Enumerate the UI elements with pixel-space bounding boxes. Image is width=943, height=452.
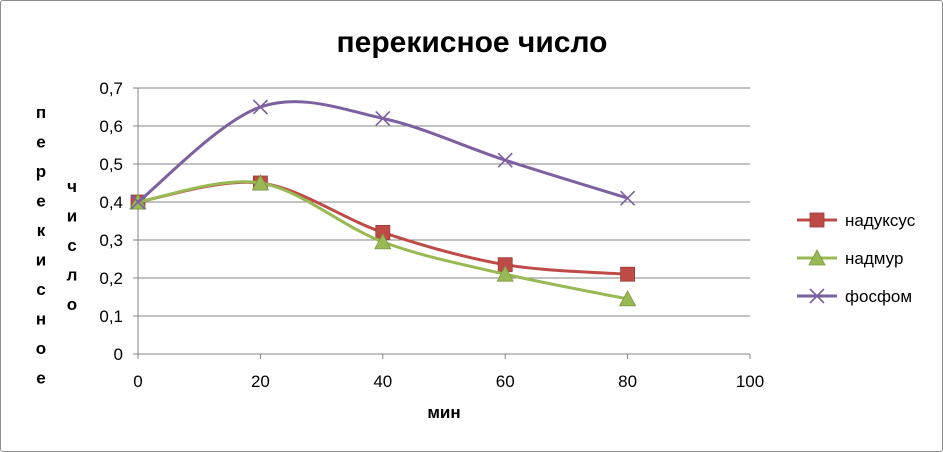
x-axis-label: мин xyxy=(427,403,460,422)
x-tick-label: 20 xyxy=(251,372,270,391)
y-axis-label-letter: р xyxy=(36,162,46,181)
data-point xyxy=(497,152,513,168)
data-point xyxy=(618,290,637,307)
series-group xyxy=(129,99,637,307)
x-tick-labels: 0 20 40 60 80 100 xyxy=(133,372,764,391)
y-axis-label-column-2: число xyxy=(67,177,78,314)
y-tick-label: 0 xyxy=(114,345,123,364)
y-tick-label: 0,6 xyxy=(99,117,123,136)
legend-label: надуксус xyxy=(845,211,916,230)
y-axis-label-letter: е xyxy=(36,133,45,152)
y-tick-label: 0,2 xyxy=(99,269,123,288)
y-axis-label-letter: е xyxy=(36,192,45,211)
y-axis-label-letter: с xyxy=(36,280,45,299)
data-point xyxy=(496,265,514,282)
y-axis-label-letter: п xyxy=(36,103,46,122)
legend-label: фосфом xyxy=(845,287,912,306)
x-tick-label: 100 xyxy=(736,372,764,391)
data-point xyxy=(251,174,270,191)
legend-marker xyxy=(809,288,825,304)
y-axis-label-column-1: перекисное xyxy=(36,103,46,388)
legend: надуксус надмур фосфом xyxy=(797,211,916,306)
data-point xyxy=(620,266,635,282)
data-point xyxy=(130,194,146,210)
y-axis-label-letter: с xyxy=(67,236,76,255)
x-tick-label: 80 xyxy=(618,372,637,391)
x-tick-label: 40 xyxy=(373,372,392,391)
y-tick-label: 0,5 xyxy=(99,155,123,174)
y-axis-label-letter: к xyxy=(37,221,46,240)
y-tick-label: 0,3 xyxy=(99,231,123,250)
y-tick-labels: 0 0,1 0,2 0,3 0,4 0,5 0,6 0,7 xyxy=(99,79,123,364)
legend-marker xyxy=(808,249,826,266)
y-axis-label-letter: н xyxy=(36,310,46,329)
y-tick-label: 0,4 xyxy=(99,193,123,212)
y-axis-label-letter: ч xyxy=(67,177,77,196)
series-2 xyxy=(129,174,637,307)
y-axis-label-letter: о xyxy=(67,295,77,314)
y-tick-label: 0,1 xyxy=(99,307,123,326)
axes xyxy=(133,87,751,359)
chart-title: перекисное число xyxy=(337,26,608,59)
y-axis-label-letter: е xyxy=(36,369,45,388)
legend-marker xyxy=(809,212,825,228)
x-tick-label: 0 xyxy=(133,372,142,391)
data-point xyxy=(375,110,391,126)
y-axis-label-letter: л xyxy=(67,266,78,285)
series-3 xyxy=(130,99,636,210)
y-axis-label-letter: и xyxy=(36,251,46,270)
y-axis-label-letter: и xyxy=(67,207,77,226)
legend-label: надмур xyxy=(845,249,903,268)
series-1 xyxy=(130,175,635,282)
gridlines xyxy=(138,87,750,317)
data-point xyxy=(252,99,268,115)
x-tick-label: 60 xyxy=(496,372,515,391)
data-point xyxy=(374,233,392,250)
legend-item: надмур xyxy=(797,249,903,268)
legend-item: фосфом xyxy=(797,287,912,306)
data-point xyxy=(620,190,636,206)
legend-item: надуксус xyxy=(797,211,916,230)
y-tick-label: 0,7 xyxy=(99,79,123,98)
y-axis-label-letter: о xyxy=(36,339,46,358)
